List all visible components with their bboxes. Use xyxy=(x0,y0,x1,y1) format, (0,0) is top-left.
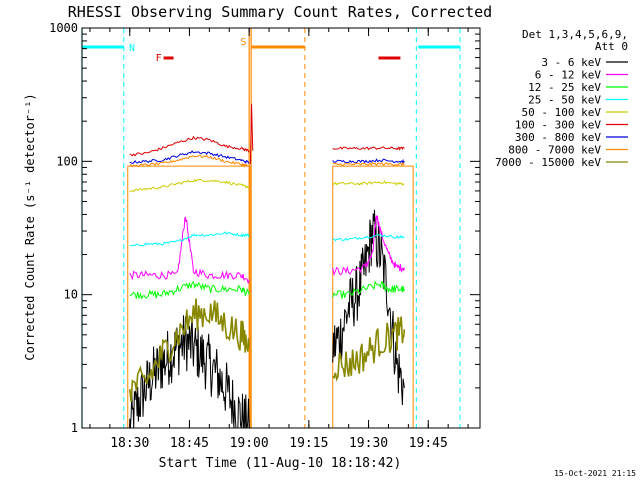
y-tick-label-3: 1000 xyxy=(49,21,78,35)
interval-frame-0 xyxy=(127,165,251,428)
y-axis-label: Corrected Count Rate (s⁻¹ detector⁻¹) xyxy=(23,93,37,360)
plot-area: N F S xyxy=(81,28,461,429)
legend-entry-label-1: 6 - 12 keV xyxy=(535,69,602,82)
series-line-4-1 xyxy=(332,180,405,186)
legend-entry-label-5: 100 - 300 keV xyxy=(515,119,601,132)
y-tick-label-2: 100 xyxy=(56,154,78,168)
series-spike xyxy=(249,103,254,165)
series-line-2-0 xyxy=(129,280,250,300)
flag-label-1: F xyxy=(156,53,162,64)
timestamp: 15-Oct-2021 21:15 xyxy=(554,469,636,478)
x-tick-label-1: 18:45 xyxy=(170,436,209,451)
x-axis-label: Start Time (11-Aug-10 18:18:42) xyxy=(159,456,402,471)
legend-entry-label-2: 12 - 25 keV xyxy=(528,81,601,94)
chart-title: RHESSI Observing Summary Count Rates, Co… xyxy=(68,3,492,21)
series-line-8-1 xyxy=(332,316,406,382)
series-line-7-0 xyxy=(129,154,250,168)
series-line-6-0 xyxy=(129,150,250,165)
series-line-0-0 xyxy=(129,315,250,429)
x-tick-label-4: 19:30 xyxy=(349,436,388,451)
series-line-5-1 xyxy=(332,146,405,151)
y-tick-label-1: 10 xyxy=(64,288,78,302)
x-tick-label-5: 19:45 xyxy=(409,436,448,451)
series-line-3-1 xyxy=(332,233,405,242)
series-line-1-0 xyxy=(129,216,250,284)
x-tick-label-2: 19:00 xyxy=(230,436,269,451)
legend-entry-label-4: 50 - 100 keV xyxy=(522,106,602,119)
y-tick-label-0: 1 xyxy=(71,421,78,435)
series-line-2-1 xyxy=(332,280,405,299)
series-line-4-0 xyxy=(129,178,250,193)
flag-label-0: N xyxy=(129,43,135,54)
legend-header-0: Det 1,3,4,5,6,9, xyxy=(522,28,628,41)
legend-header-1: Att 0 xyxy=(595,40,628,53)
legend-entry-label-7: 800 - 7000 keV xyxy=(508,144,601,157)
series-line-1-1 xyxy=(332,215,405,277)
legend-entry-label-6: 300 - 800 keV xyxy=(515,131,601,144)
plot-frame xyxy=(81,27,481,429)
legend-entry-label-3: 25 - 50 keV xyxy=(528,94,601,107)
x-tick-label-3: 19:15 xyxy=(289,436,328,451)
series-line-5-0 xyxy=(129,135,250,157)
series-line-0-1 xyxy=(332,209,405,406)
series-line-3-0 xyxy=(129,231,250,247)
x-tick-label-0: 18:30 xyxy=(110,436,149,451)
series-line-6-1 xyxy=(332,158,405,164)
flag-label-2: S xyxy=(240,37,246,48)
legend-entry-label-0: 3 - 6 keV xyxy=(541,56,601,69)
series-line-7-1 xyxy=(332,161,405,167)
series-line-8-0 xyxy=(129,298,250,402)
legend-entry-label-8: 7000 - 15000 keV xyxy=(495,156,601,169)
